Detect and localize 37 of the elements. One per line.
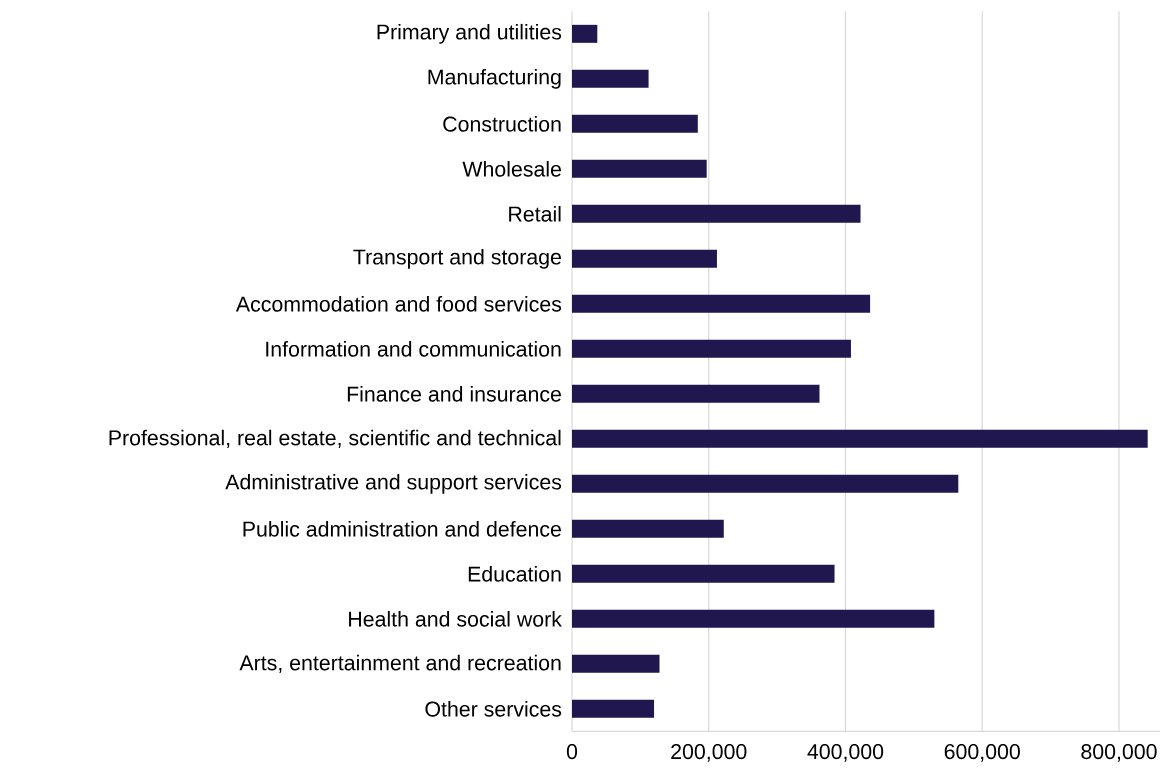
bar (572, 519, 724, 538)
x-tick-label: 200,000 (671, 744, 747, 762)
y-tick-label: Public administration and defence (243, 521, 561, 537)
x-tick-label: 0 (566, 744, 578, 760)
bar (572, 654, 660, 673)
y-tick-label: Accommodation and food services (235, 296, 562, 312)
bar (572, 24, 598, 43)
y-tick-label: Primary and utilities (377, 23, 562, 44)
y-tick-label: Wholesale (462, 161, 561, 177)
x-tick-label: 600,000 (944, 744, 1020, 762)
y-tick-label: Construction (443, 116, 561, 132)
y-tick-label: Transport and storage (353, 248, 561, 269)
bar (572, 609, 935, 628)
bar (572, 429, 1148, 448)
bar (572, 699, 655, 718)
y-tick-label: Finance and insurance (347, 386, 561, 402)
y-tick-label: Education (468, 566, 561, 582)
y-tick-label: Manufacturing (428, 68, 561, 89)
y-tick-label: Professional, real estate, scientific and technical (109, 429, 561, 448)
y-tick-label: Administrative and support services (225, 473, 562, 494)
bar (572, 474, 959, 493)
bar (572, 114, 698, 133)
y-tick-label: Health and social work (349, 611, 562, 627)
bar (572, 294, 871, 313)
y-tick-label: Other services (425, 701, 562, 717)
y-tick-label: Arts, entertainment and recreation (239, 654, 561, 673)
bar (572, 159, 707, 178)
bar (572, 384, 820, 403)
x-tick-label: 800,000 (1081, 744, 1157, 762)
bar (572, 69, 649, 88)
bar (572, 564, 835, 583)
bar (572, 204, 861, 223)
y-tick-label: Information and communication (266, 341, 561, 357)
bar (572, 249, 717, 268)
x-tick-label: 400,000 (807, 744, 884, 762)
bar (572, 339, 851, 358)
y-tick-label: Retail (509, 206, 561, 222)
